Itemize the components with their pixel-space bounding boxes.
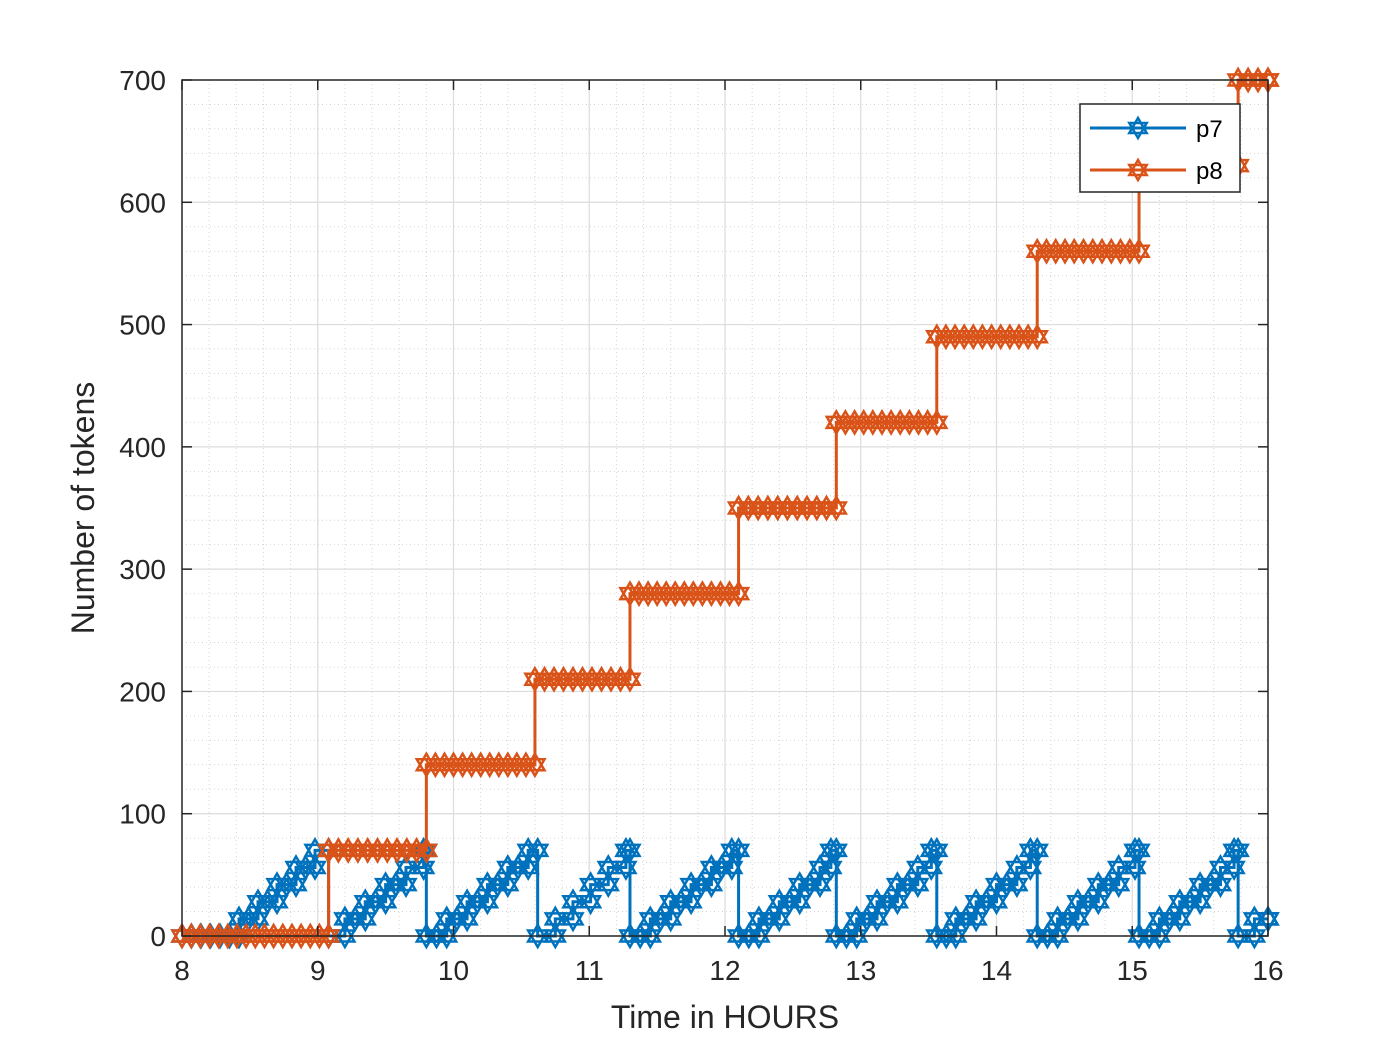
marker-p7 [618,836,642,864]
series-markers-p7 [170,836,1280,950]
y-tick-label: 400 [119,432,166,463]
x-tick-label: 8 [174,955,190,986]
legend-marker-p8 [1127,157,1149,183]
marker-p8 [316,922,341,950]
marker-p7 [1226,922,1250,950]
marker-p7 [925,836,949,864]
marker-p8 [726,580,751,608]
x-tick-label: 11 [575,955,604,986]
marker-p7 [525,922,550,950]
marker-p7 [1106,854,1131,881]
x-tick-label: 9 [310,955,326,986]
x-tick-label: 13 [845,955,876,986]
marker-p8 [414,836,439,864]
plot-area [170,66,1280,950]
marker-p8 [1127,237,1151,265]
series-line-p8 [182,78,1268,938]
legend-label-p8: p8 [1196,158,1223,185]
x-tick-label: 12 [709,955,740,986]
marker-p7 [824,836,848,864]
y-tick-label: 100 [119,799,166,830]
y-tick-label: 600 [119,187,166,218]
legend-box [1079,103,1241,193]
marker-p8 [1025,323,1049,351]
marker-p8 [925,408,949,436]
marker-p7 [578,871,603,899]
marker-p7 [561,888,585,916]
y-tick-label: 200 [119,676,166,707]
y-tick-label: 0 [150,921,166,952]
x-tick-label: 10 [438,955,469,986]
x-tick-label: 16 [1252,955,1283,986]
marker-p8 [618,665,642,693]
x-axis-title: Time in HOURS [611,999,839,1035]
x-tick-labels: 8 9 10 11 12 13 14 15 16 [174,955,1283,986]
y-tick-labels: 0 100 200 300 400 500 600 700 [119,65,166,952]
legend: p7 p8 [1079,103,1241,193]
marker-p8 [523,751,547,779]
marker-p8 [824,494,848,522]
y-tick-label: 500 [119,310,166,341]
marker-p7 [543,905,567,933]
marker-p7 [1226,836,1250,864]
ticks [181,79,1269,937]
x-tick-label: 15 [1117,955,1148,986]
y-tick-label: 700 [119,65,166,96]
y-tick-label: 300 [119,554,166,585]
marker-p7 [1025,836,1049,864]
marker-p7 [726,836,751,864]
legend-label-p7: p7 [1196,116,1223,143]
marker-p7 [525,836,550,864]
marker-p7 [1127,836,1151,864]
legend-marker-p7 [1127,115,1149,141]
marker-p7 [596,854,620,881]
series-layer [170,66,1280,950]
x-tick-label: 14 [981,955,1012,986]
y-axis-title: Number of tokens [65,382,101,635]
